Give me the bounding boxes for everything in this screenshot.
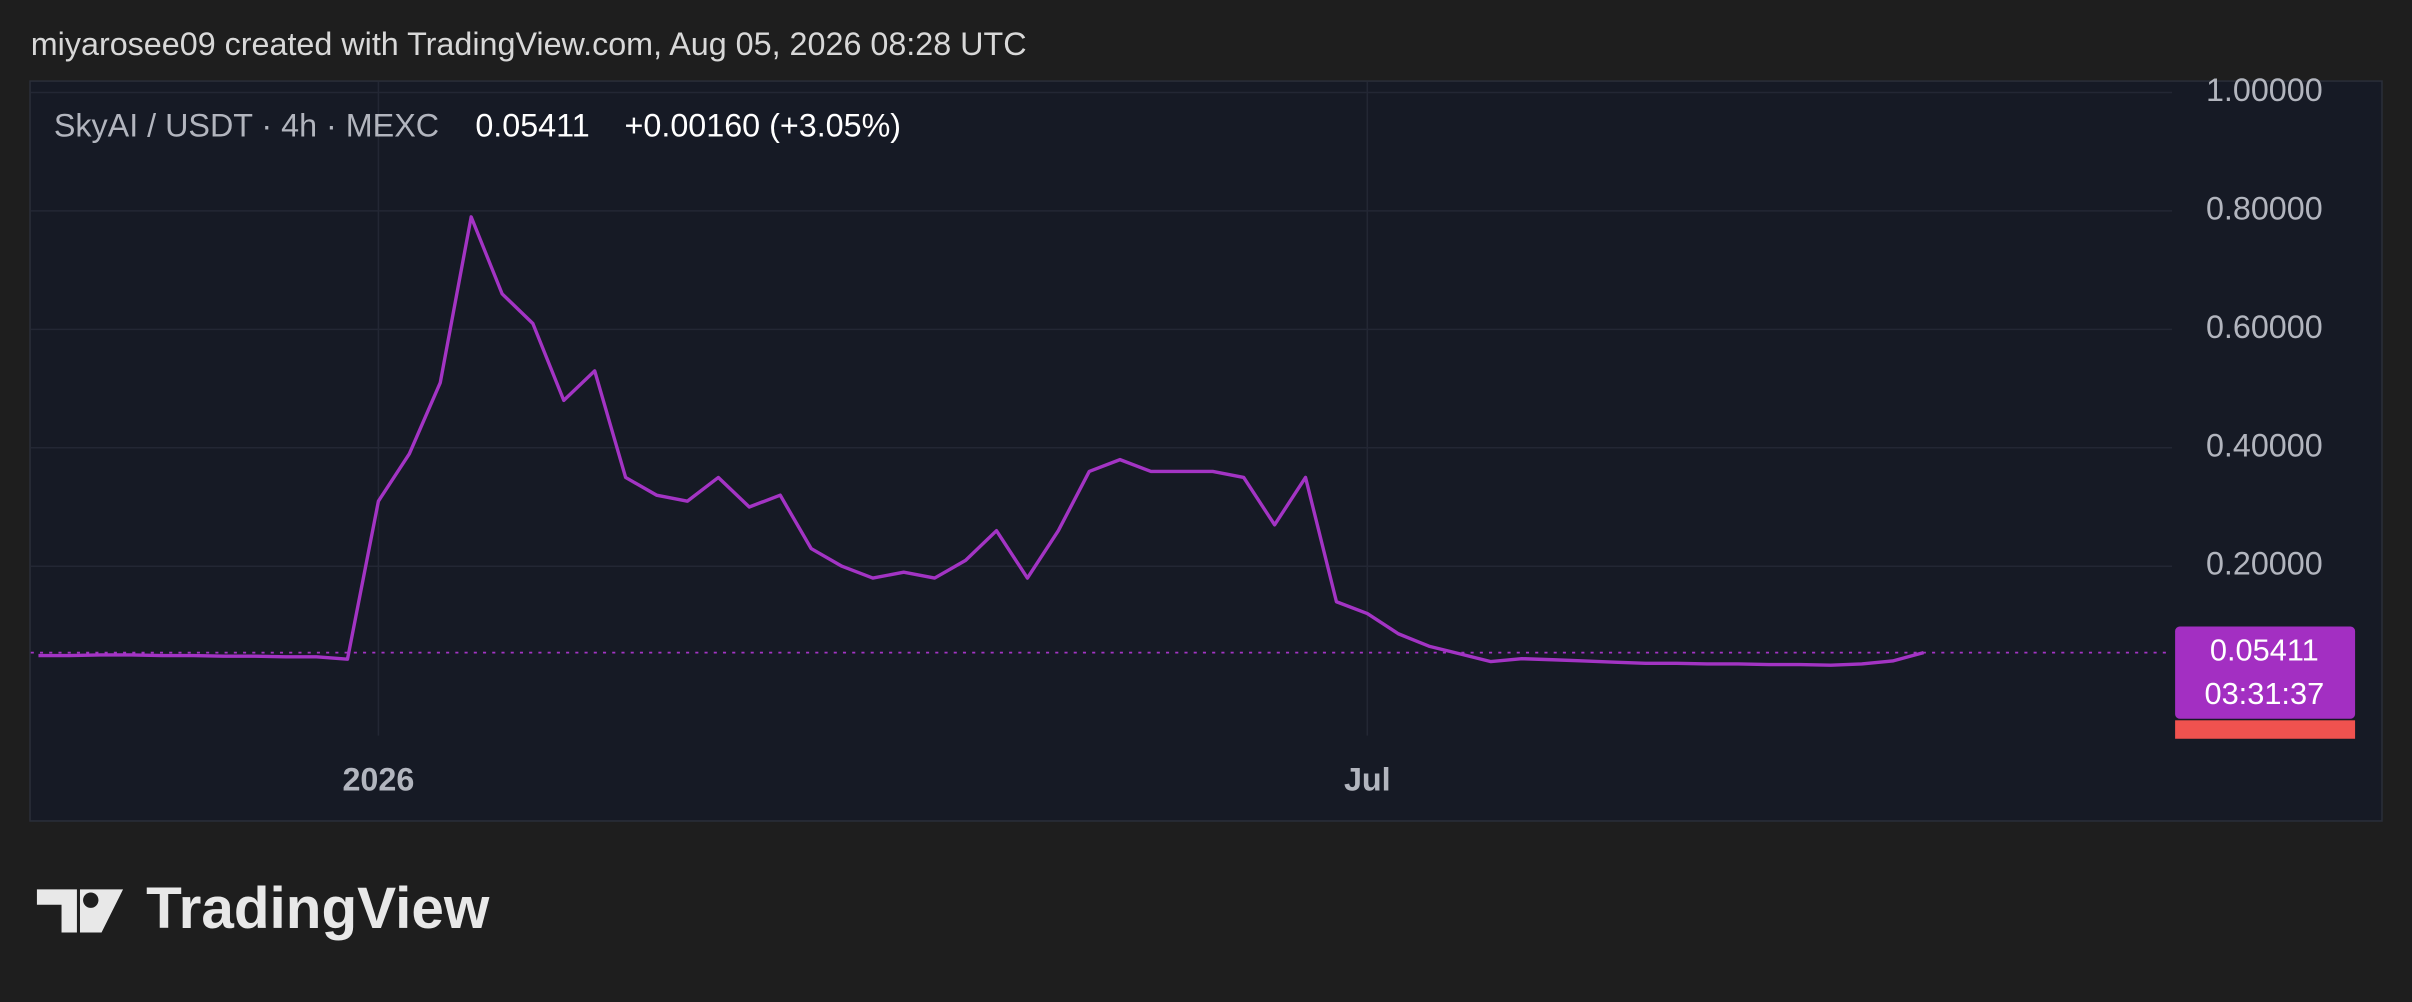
x-tick-label: 2026 [342,761,414,797]
y-tick-label: 0.60000 [2206,309,2323,345]
brand: TradingView [146,876,490,941]
price-label: 0.05411 [2210,633,2319,668]
header: miyarosee09 created with TradingView.com… [31,26,1027,62]
logo-dot [83,892,99,908]
countdown-label: 03:31:37 [2204,676,2324,711]
price-line [38,215,1925,667]
y-tick-label: 0.80000 [2206,190,2323,226]
y-tick-label: 1.00000 [2206,72,2323,108]
close-value: 0.05411 [475,108,589,144]
plot: 0.20000 0.40000 0.60000 0.80000 1.00000 2026 J… [30,72,2356,797]
volume-label-box [2175,720,2356,739]
symbol-title: SkyAI / USDT · 4h · MEXC [54,108,439,144]
x-tick-label: Jul [1344,761,1391,797]
y-tick-label: 0.20000 [2206,546,2323,582]
y-tick-label: 0.40000 [2206,427,2323,463]
chart-panel [29,80,2383,822]
price-label-box [2175,626,2356,719]
change-value: +0.00160 (+3.05%) [625,108,902,144]
